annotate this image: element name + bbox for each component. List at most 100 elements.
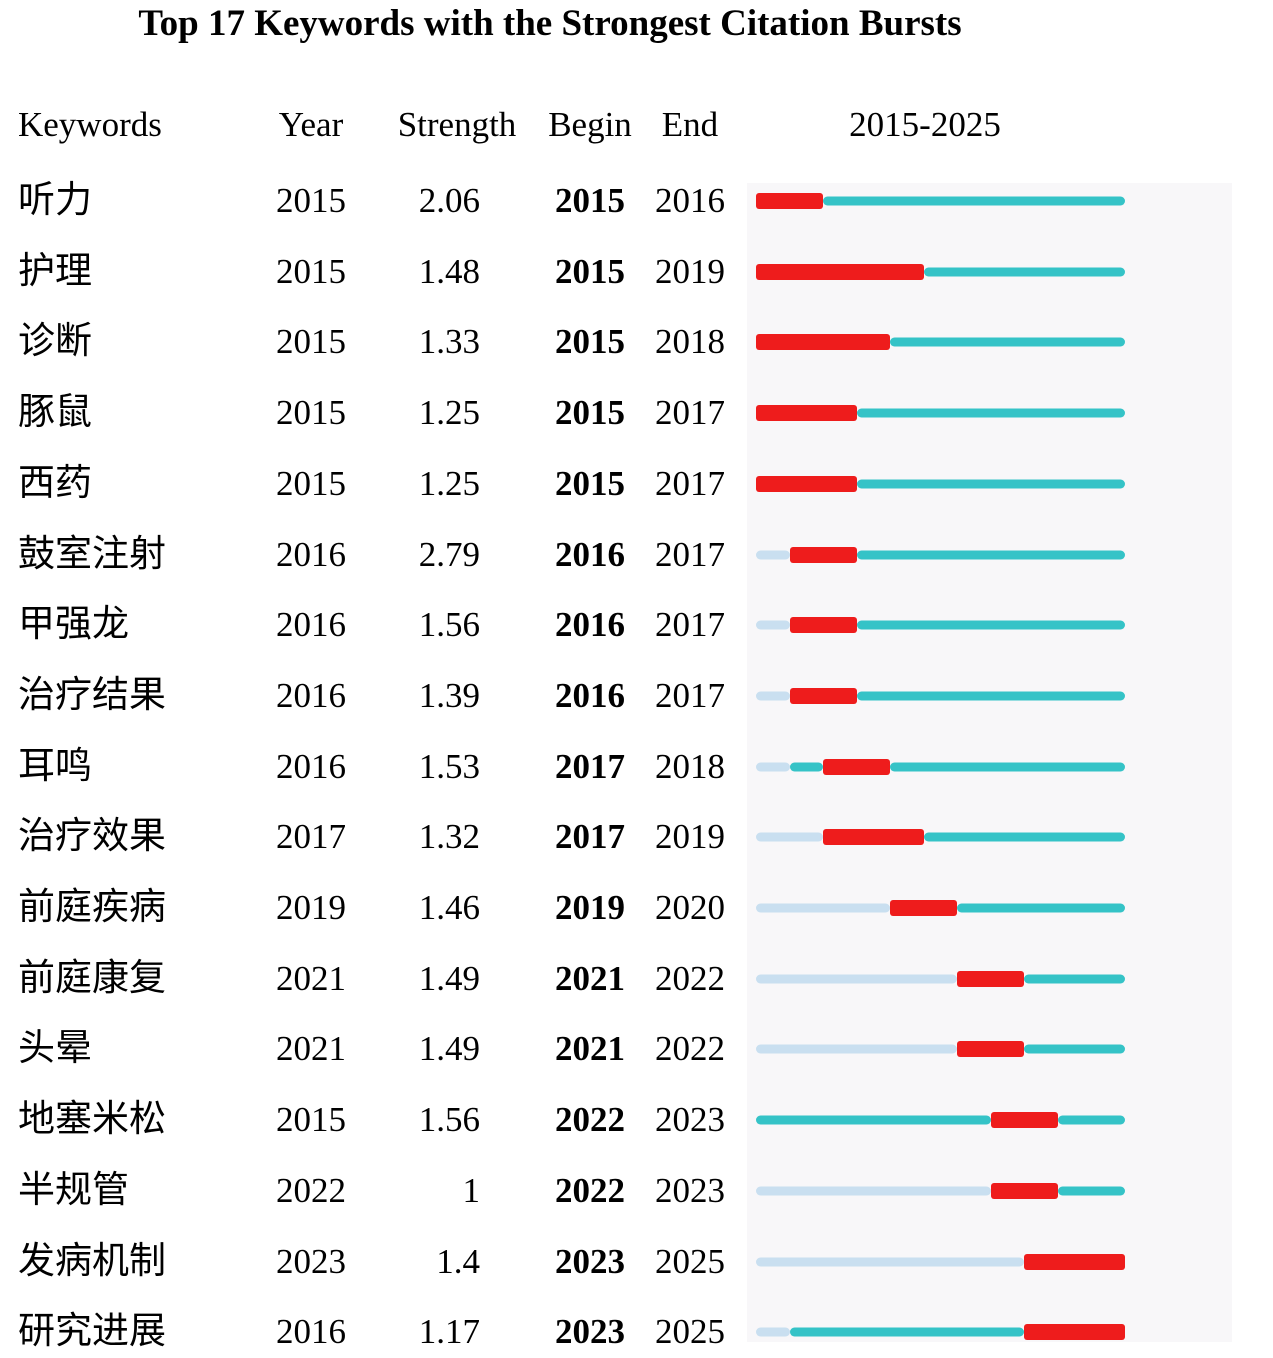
- burst-segment: [789, 687, 857, 704]
- col-header-keywords: Keywords: [18, 105, 162, 144]
- strength-cell: 1.49: [418, 1029, 480, 1069]
- pre-appearance-segment: [756, 1257, 1025, 1266]
- timeline-segment: [890, 337, 1126, 347]
- keyword-cell: 地塞米松: [18, 1099, 166, 1141]
- keyword-cell: 甲强龙: [18, 604, 129, 646]
- strength-cell: 1.32: [418, 817, 480, 857]
- table-row: 前庭康复 2021 1.49 2021 2022: [0, 944, 1273, 1014]
- keyword-cell: 耳鸣: [18, 745, 92, 787]
- year-cell: 2016: [276, 534, 346, 574]
- year-cell: 2016: [276, 1312, 346, 1352]
- table-row: 豚鼠 2015 1.25 2015 2017: [0, 378, 1273, 448]
- end-cell: 2022: [655, 1029, 725, 1069]
- keyword-cell: 前庭疾病: [18, 887, 166, 928]
- table-row: 耳鸣 2016 1.53 2017 2018: [0, 732, 1273, 802]
- table-row: 鼓室注射 2016 2.79 2016 2017: [0, 520, 1273, 590]
- burst-segment: [823, 758, 891, 775]
- burst-segment: [756, 405, 857, 422]
- pre-appearance-segment: [756, 1186, 991, 1196]
- year-cell: 2022: [276, 1170, 346, 1210]
- burst-segment: [756, 263, 924, 280]
- keyword-cell: 西药: [18, 462, 92, 504]
- col-header-strength: Strength: [397, 105, 517, 144]
- strength-cell: 1.56: [418, 605, 480, 645]
- keyword-cell: 头晕: [18, 1028, 92, 1070]
- table-row: 甲强龙 2016 1.56 2016 2017: [0, 590, 1273, 660]
- pre-appearance-segment: [756, 1327, 790, 1337]
- year-cell: 2021: [276, 958, 346, 998]
- burst-segment: [1024, 1253, 1126, 1270]
- keyword-cell: 半规管: [18, 1169, 129, 1211]
- end-cell: 2025: [655, 1312, 725, 1352]
- burst-segment: [890, 900, 958, 916]
- burst-segment: [823, 829, 924, 846]
- burst-segment: [756, 475, 857, 492]
- burst-segment: [789, 546, 857, 563]
- timeline-segment: [1057, 1186, 1126, 1196]
- timeline-segment: [756, 1115, 991, 1125]
- strength-cell: 2.06: [418, 181, 480, 220]
- begin-cell: 2016: [555, 605, 625, 645]
- year-cell: 2023: [276, 1241, 346, 1281]
- col-header-begin: Begin: [548, 105, 632, 144]
- strength-cell: 1.33: [418, 322, 480, 362]
- table-row: 诊断 2015 1.33 2015 2018: [0, 307, 1273, 377]
- year-cell: 2021: [276, 1029, 346, 1069]
- year-cell: 2015: [276, 322, 346, 362]
- year-cell: 2016: [276, 675, 346, 715]
- end-cell: 2023: [655, 1170, 725, 1210]
- end-cell: 2019: [655, 251, 725, 291]
- begin-cell: 2023: [555, 1241, 625, 1281]
- begin-cell: 2022: [555, 1170, 625, 1210]
- table-row: 前庭疾病 2019 1.46 2019 2020: [0, 873, 1273, 943]
- keyword-cell: 听力: [18, 180, 92, 221]
- timeline-segment: [923, 832, 1126, 842]
- year-cell: 2017: [276, 817, 346, 857]
- begin-cell: 2016: [555, 675, 625, 715]
- col-header-timeline-range: 2015-2025: [849, 105, 1001, 144]
- year-cell: 2016: [276, 605, 346, 645]
- burst-segment: [756, 334, 891, 351]
- burst-segment: [957, 970, 1025, 987]
- burst-segment: [957, 1041, 1025, 1058]
- strength-cell: 1.17: [418, 1312, 480, 1352]
- burst-segment: [990, 1182, 1058, 1199]
- end-cell: 2017: [655, 393, 725, 433]
- begin-cell: 2019: [555, 888, 625, 927]
- col-header-year: Year: [278, 105, 344, 144]
- timeline-segment: [856, 691, 1126, 701]
- keyword-cell: 鼓室注射: [18, 533, 166, 575]
- begin-cell: 2015: [555, 181, 625, 220]
- year-cell: 2019: [276, 888, 346, 927]
- pre-appearance-segment: [756, 762, 790, 772]
- timeline-segment: [789, 1327, 1025, 1337]
- strength-cell: 1.39: [418, 675, 480, 715]
- keyword-cell: 护理: [18, 250, 92, 292]
- table-row: 治疗结果 2016 1.39 2016 2017: [0, 661, 1273, 731]
- strength-cell: 1.4: [436, 1241, 480, 1281]
- strength-cell: 1.48: [418, 251, 480, 291]
- pre-appearance-segment: [756, 620, 790, 630]
- end-cell: 2017: [655, 463, 725, 503]
- begin-cell: 2015: [555, 251, 625, 291]
- year-cell: 2016: [276, 746, 346, 786]
- year-cell: 2015: [276, 181, 346, 220]
- year-cell: 2015: [276, 393, 346, 433]
- timeline-segment: [856, 408, 1126, 418]
- keyword-cell: 研究进展: [18, 1311, 166, 1353]
- keyword-cell: 发病机制: [18, 1240, 166, 1282]
- begin-cell: 2015: [555, 463, 625, 503]
- table-row: 听力 2015 2.06 2015 2016: [0, 166, 1273, 236]
- strength-cell: 1.49: [418, 958, 480, 998]
- pre-appearance-segment: [756, 550, 790, 559]
- end-cell: 2022: [655, 958, 725, 998]
- end-cell: 2023: [655, 1100, 725, 1140]
- timeline-segment: [823, 196, 1126, 206]
- strength-cell: 1.53: [418, 746, 480, 786]
- strength-cell: 1.25: [418, 393, 480, 433]
- end-cell: 2018: [655, 322, 725, 362]
- timeline-segment: [856, 620, 1126, 630]
- end-cell: 2020: [655, 888, 725, 927]
- end-cell: 2017: [655, 605, 725, 645]
- begin-cell: 2022: [555, 1100, 625, 1140]
